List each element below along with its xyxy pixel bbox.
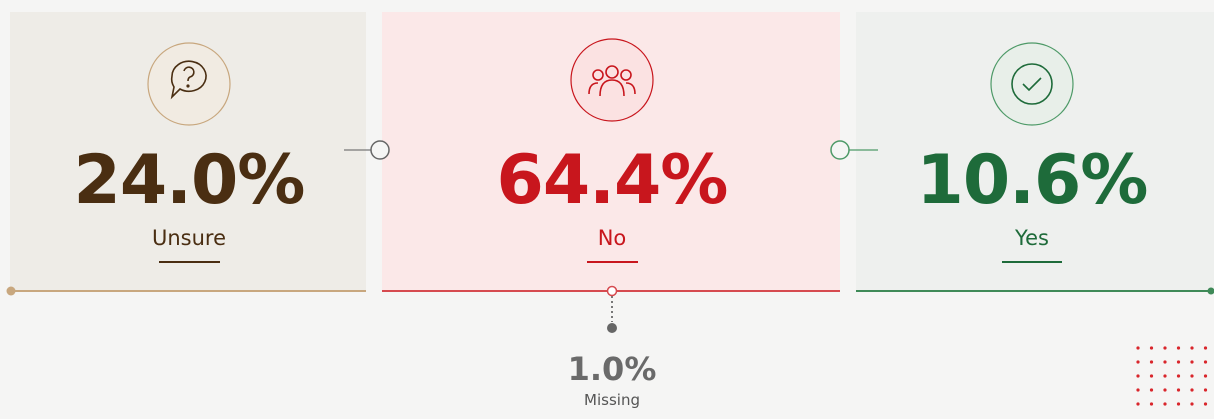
decor-dot [1149,388,1154,392]
decor-dot [1203,402,1208,406]
decor-dot [1163,374,1167,378]
decor-dot [1163,360,1167,364]
decor-dot [1176,346,1181,350]
connector-node [830,140,850,160]
decor-dot [1163,402,1167,406]
decor-dot [1163,388,1167,392]
card-label: Yes [1014,226,1049,250]
decor-dot [1190,402,1194,406]
decor-dot [1203,360,1208,364]
decor-dot [1190,374,1194,378]
decor-dot [1203,346,1208,350]
card-label: Unsure [152,226,226,250]
missing-node [606,285,618,297]
decor-dot [1136,402,1140,406]
card-value: 64.4% [497,141,728,220]
decor-dot [1203,388,1208,392]
decor-dot [1176,388,1181,392]
decor-dot [1149,360,1154,364]
decor-dot [1136,374,1140,378]
decor-dot [1136,388,1140,392]
missing-label: Missing [584,391,640,409]
icon-no [570,38,654,122]
missing-value: 1.0% [568,350,657,388]
missing-dot [607,323,617,333]
decor-dot [1149,402,1154,406]
card-label: No [598,226,627,250]
card-value: 24.0% [74,141,305,220]
icon-unsure [147,42,231,126]
decor-dot [1136,346,1140,350]
decor-dot [1190,388,1194,392]
decor-dot [1203,374,1208,378]
icon-yes [990,42,1074,126]
decor-dot [1136,360,1140,364]
decor-dot [1190,346,1194,350]
decor-dot [1190,360,1194,364]
decor-dot [1176,374,1181,378]
card-value: 10.6% [917,141,1148,220]
decor-dot [1163,346,1167,350]
decor-dot [1176,402,1181,406]
base-dot [6,286,16,296]
decor-dots [1136,346,1208,406]
connector-node [370,140,390,160]
decor-dot [1176,360,1181,364]
base-dot [1207,287,1214,295]
decor-dot [1149,346,1154,350]
decor-dot [1149,374,1154,378]
